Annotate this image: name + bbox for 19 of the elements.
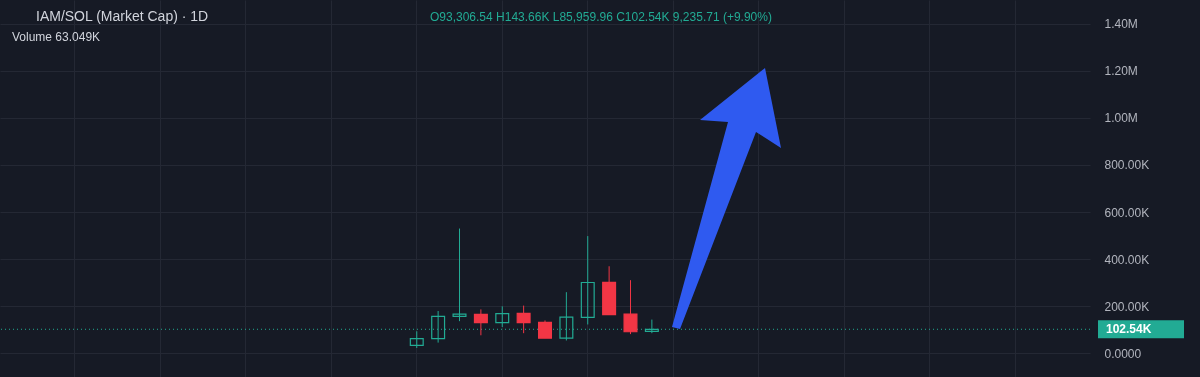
candlestick [623,279,638,335]
y-tick-label: 200.00K [1104,299,1150,314]
ref-line-label: 102.54K [1106,322,1152,337]
annotation: Volume 63.049K [12,30,101,44]
annotation: O93,306.54 H143.66K L85,959.96 C102.54K 9,235.71 (+9.90%) [430,10,772,24]
y-tick-label: 1.20M [1104,64,1138,79]
y-tick-label: 600.00K [1104,205,1150,220]
candlestick [452,228,467,322]
y-tick-label: 400.00K [1104,252,1150,267]
candlestick [516,305,531,334]
y-tick-label: 1.40M [1104,17,1138,32]
candlestick [495,305,510,328]
y-tick-label: 800.00K [1104,158,1150,173]
candlestick [473,308,488,336]
y-tick-label: 1.00M [1104,111,1138,126]
candlestick [580,235,595,325]
candlestick [644,319,659,334]
text: IAM/SOL (Market Cap) · 1D [36,8,209,24]
y-tick-label: 0.0000 [1104,346,1142,361]
